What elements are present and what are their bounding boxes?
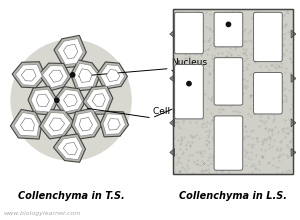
Text: www.biologylearner.com: www.biologylearner.com <box>4 211 81 216</box>
Polygon shape <box>79 69 92 82</box>
Polygon shape <box>64 94 77 107</box>
Polygon shape <box>74 63 98 88</box>
Polygon shape <box>170 75 175 82</box>
FancyBboxPatch shape <box>175 12 203 54</box>
Text: Cell wall: Cell wall <box>153 107 191 116</box>
Polygon shape <box>21 70 36 81</box>
Polygon shape <box>28 86 58 115</box>
Polygon shape <box>63 142 77 155</box>
Polygon shape <box>49 70 63 82</box>
Polygon shape <box>53 134 86 162</box>
Polygon shape <box>14 112 39 136</box>
Polygon shape <box>20 118 34 131</box>
Circle shape <box>55 98 59 102</box>
Polygon shape <box>70 60 101 91</box>
Polygon shape <box>57 137 82 160</box>
Polygon shape <box>170 148 175 156</box>
Polygon shape <box>36 94 50 107</box>
Polygon shape <box>11 109 42 139</box>
Polygon shape <box>100 65 125 86</box>
Polygon shape <box>42 66 68 88</box>
Bar <box>173 9 293 174</box>
Polygon shape <box>43 112 71 136</box>
Polygon shape <box>54 35 86 68</box>
FancyBboxPatch shape <box>254 12 282 62</box>
Polygon shape <box>291 30 296 38</box>
Polygon shape <box>108 119 120 130</box>
Polygon shape <box>71 108 102 139</box>
Polygon shape <box>79 117 92 131</box>
Circle shape <box>11 40 131 160</box>
Text: Collenchyma in T.S.: Collenchyma in T.S. <box>18 191 124 201</box>
Polygon shape <box>12 62 46 88</box>
Polygon shape <box>103 114 125 134</box>
Circle shape <box>187 81 191 86</box>
Polygon shape <box>49 118 64 131</box>
Polygon shape <box>86 88 110 112</box>
Polygon shape <box>54 87 85 115</box>
Polygon shape <box>83 86 113 114</box>
Text: Nucleus: Nucleus <box>171 58 207 67</box>
Polygon shape <box>92 94 105 106</box>
Polygon shape <box>39 63 71 91</box>
FancyBboxPatch shape <box>214 116 243 170</box>
Polygon shape <box>15 64 42 85</box>
Text: Collenchyma in L.S.: Collenchyma in L.S. <box>179 191 287 201</box>
Polygon shape <box>100 111 128 137</box>
Polygon shape <box>31 89 55 112</box>
FancyBboxPatch shape <box>214 58 243 105</box>
Circle shape <box>70 73 75 77</box>
Polygon shape <box>57 38 83 64</box>
Polygon shape <box>97 62 128 89</box>
Polygon shape <box>170 30 175 38</box>
FancyBboxPatch shape <box>175 65 203 119</box>
Polygon shape <box>57 89 83 112</box>
Circle shape <box>226 22 231 27</box>
Polygon shape <box>291 119 296 127</box>
FancyBboxPatch shape <box>254 73 282 114</box>
Bar <box>173 9 293 174</box>
FancyBboxPatch shape <box>214 12 243 47</box>
Polygon shape <box>291 148 296 156</box>
Polygon shape <box>291 75 296 82</box>
Polygon shape <box>74 112 98 136</box>
Polygon shape <box>64 44 78 59</box>
Polygon shape <box>39 110 74 139</box>
Polygon shape <box>170 119 175 127</box>
Polygon shape <box>106 70 120 82</box>
